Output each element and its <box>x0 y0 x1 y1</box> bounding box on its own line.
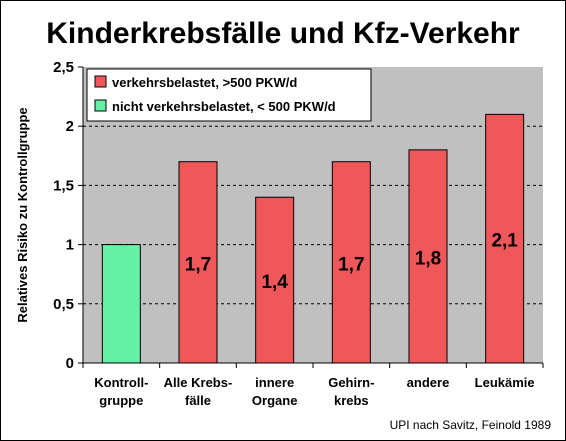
y-tick-label: 0 <box>66 355 74 372</box>
y-axis-label: Relatives Risiko zu Kontrollgruppe <box>15 107 30 322</box>
data-label: 1,4 <box>261 272 288 293</box>
x-tick-label: Organe <box>252 393 298 408</box>
x-tick-label: Alle Krebs- <box>164 375 233 390</box>
legend-label: nicht verkehrsbelastet, < 500 PKW/d <box>112 99 336 114</box>
bar <box>255 196 295 364</box>
bar <box>178 161 218 364</box>
y-tick-label: 0,5 <box>53 296 74 313</box>
data-label: 1,7 <box>338 254 364 275</box>
x-tick-label: Leukämie <box>475 375 535 390</box>
bar <box>101 244 141 364</box>
chart-title: Kinderkrebsfälle und Kfz-Verkehr <box>46 17 520 50</box>
data-label: 2,1 <box>491 231 518 252</box>
x-tick-label: gruppe <box>99 393 143 408</box>
x-tick-label: Kontroll- <box>94 375 148 390</box>
x-tick-label: innere <box>255 375 294 390</box>
x-tick-label: fälle <box>185 393 211 408</box>
legend-swatch <box>94 99 107 112</box>
legend <box>86 68 372 122</box>
data-label: 1,8 <box>415 248 441 269</box>
legend-label: verkehrsbelastet, >500 PKW/d <box>112 75 297 90</box>
x-tick-label: krebs <box>334 393 369 408</box>
legend-swatch <box>94 75 107 88</box>
x-tick-label: Gehirn- <box>328 375 374 390</box>
bar <box>485 113 525 364</box>
y-tick-label: 2,5 <box>53 59 74 76</box>
data-label: 1,7 <box>185 254 211 275</box>
bar <box>408 149 448 364</box>
source-credit: UPI nach Savitz, Feinold 1989 <box>389 418 551 432</box>
x-tick-label: andere <box>407 375 450 390</box>
y-tick-label: 1,5 <box>53 177 74 194</box>
bar <box>331 161 371 364</box>
y-tick-label: 1 <box>66 237 74 254</box>
y-tick-label: 2 <box>66 118 74 135</box>
